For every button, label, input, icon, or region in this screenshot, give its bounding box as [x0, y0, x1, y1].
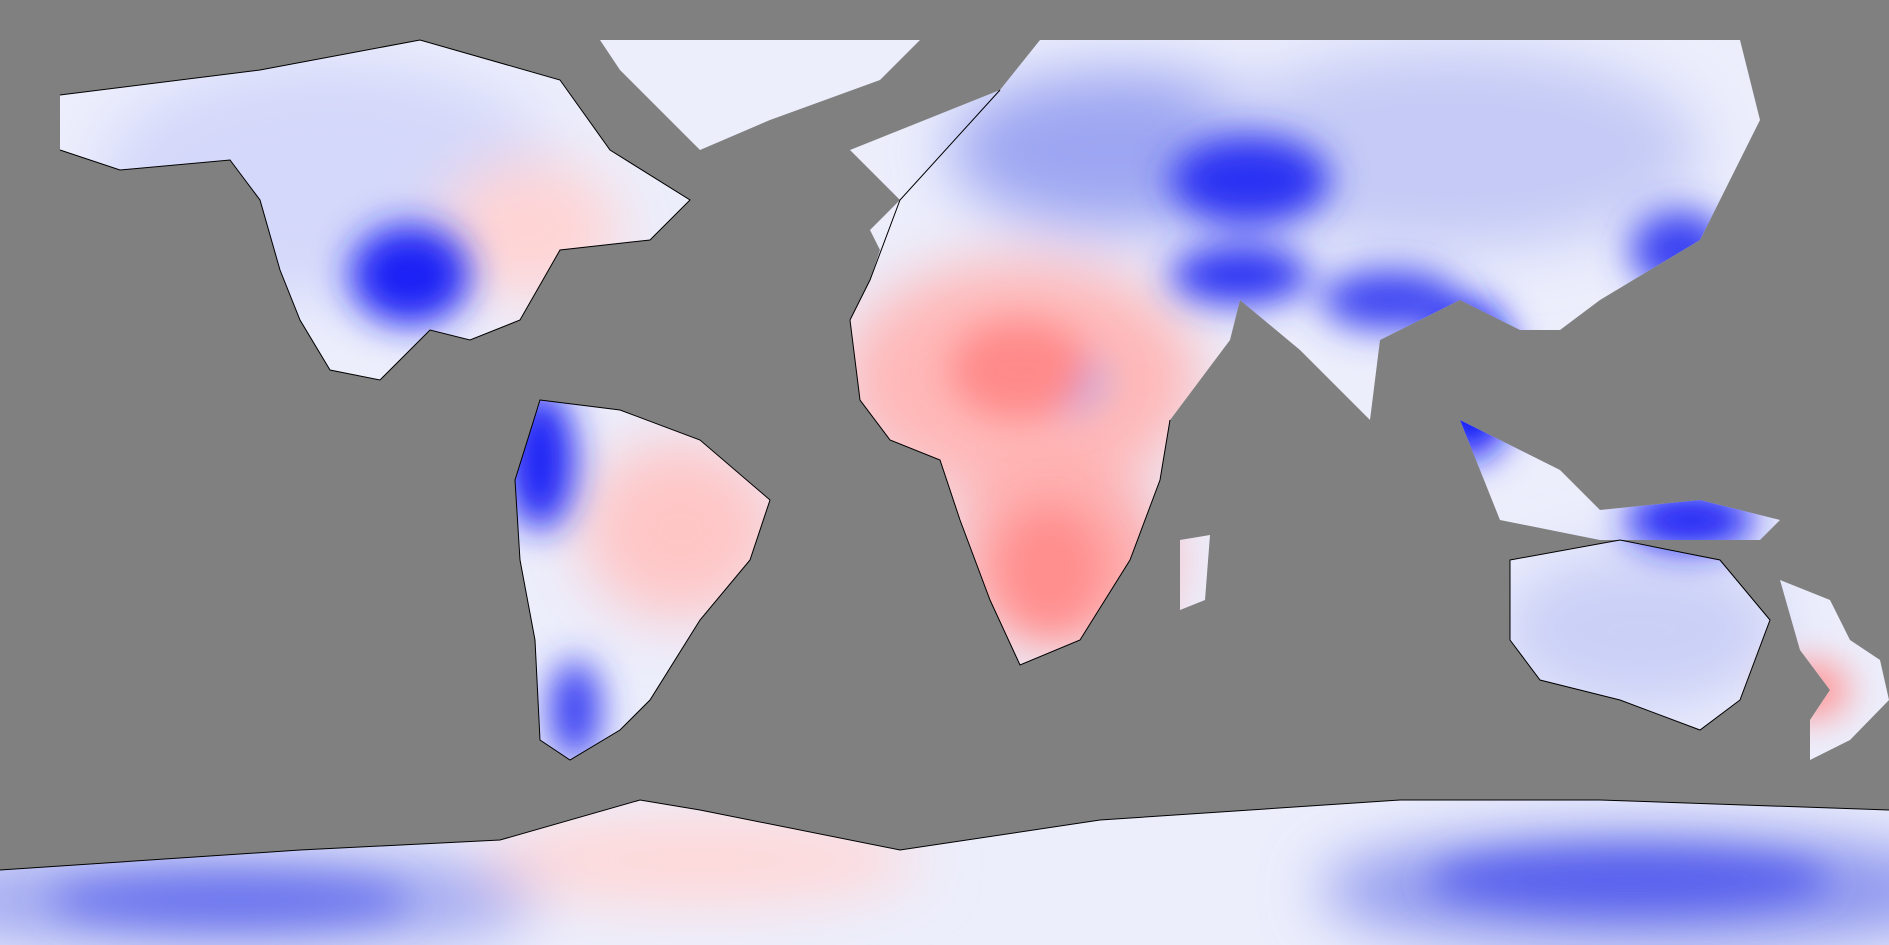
coastlines [0, 39, 1889, 871]
